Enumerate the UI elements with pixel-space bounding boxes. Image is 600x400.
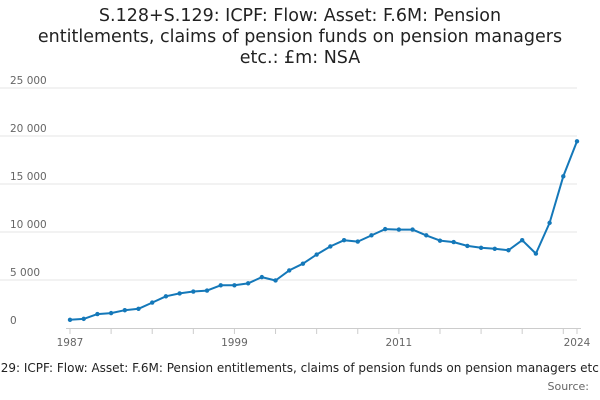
data-point[interactable] [519, 237, 525, 243]
data-point[interactable] [533, 251, 539, 256]
x-tick-label: 2011 [385, 337, 412, 349]
data-point[interactable] [424, 233, 429, 238]
chart-title: S.128+S.129: ICPF: Flow: Asset: F.6M: Pe… [0, 6, 600, 69]
data-point[interactable] [341, 237, 347, 243]
data-point[interactable] [204, 288, 210, 293]
x-tick-label: 1999 [221, 337, 248, 349]
data-point[interactable] [150, 300, 155, 305]
data-point[interactable] [328, 244, 333, 249]
data-point[interactable] [451, 239, 456, 245]
data-point[interactable] [81, 316, 86, 322]
legend-label: S.128+S.129: ICPF: Flow: Asset: F.6M: Pe… [0, 361, 600, 375]
data-point[interactable] [218, 283, 223, 288]
y-tick-label: 15 000 [10, 171, 47, 183]
y-axis-ticks: 0 5 000 10 000 15 000 20 000 25 000 [10, 75, 47, 327]
data-point[interactable] [259, 274, 265, 280]
data-point[interactable] [382, 226, 388, 232]
data-point[interactable] [287, 268, 292, 273]
x-tick-label: 2024 [564, 337, 591, 349]
chart-title-line-3: etc.: £m: NSA [239, 48, 361, 68]
data-point[interactable] [506, 248, 511, 253]
series-line [69, 140, 578, 321]
data-point[interactable] [300, 261, 306, 266]
source-label: Source: [548, 380, 590, 393]
data-point[interactable] [492, 246, 497, 251]
x-axis: 1987 1999 2011 2024 [57, 328, 591, 349]
data-point[interactable] [547, 220, 552, 226]
y-tick-label: 25 000 [10, 75, 47, 87]
data-point[interactable] [369, 233, 374, 238]
data-point[interactable] [355, 239, 360, 244]
data-point[interactable] [191, 289, 196, 294]
data-point[interactable] [163, 294, 169, 299]
data-point[interactable] [108, 310, 114, 316]
data-point[interactable] [67, 317, 73, 323]
data-point[interactable] [410, 227, 415, 232]
x-tick-label: 1987 [57, 337, 84, 349]
data-point[interactable] [177, 291, 182, 296]
data-point[interactable] [136, 306, 141, 311]
data-point[interactable] [478, 245, 484, 251]
data-point[interactable] [273, 278, 278, 283]
y-tick-label: 10 000 [10, 219, 47, 231]
data-point[interactable] [245, 281, 251, 286]
data-point[interactable] [232, 283, 237, 288]
chart-title-line-2: entitlements, claims of pension funds on… [37, 27, 563, 47]
data-point[interactable] [465, 243, 470, 249]
data-point[interactable] [314, 252, 319, 257]
chart-title-line-1: S.128+S.129: ICPF: Flow: Asset: F.6M: Pe… [98, 6, 502, 26]
y-tick-label: 20 000 [10, 123, 47, 135]
data-point[interactable] [122, 308, 128, 313]
data-point[interactable] [574, 139, 580, 144]
data-point[interactable] [95, 311, 100, 317]
data-point[interactable] [396, 227, 402, 232]
data-point[interactable] [437, 238, 443, 243]
y-tick-label: 5 000 [10, 267, 40, 279]
y-tick-label: 0 [10, 315, 17, 327]
gridlines [0, 87, 577, 281]
series-layer [67, 139, 580, 323]
data-point[interactable] [561, 174, 566, 179]
